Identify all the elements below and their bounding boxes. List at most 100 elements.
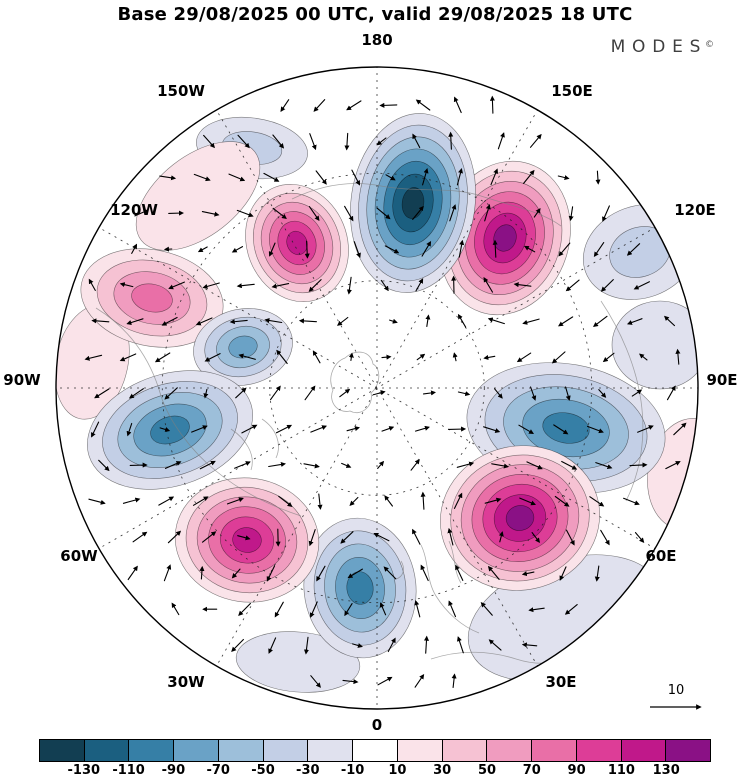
wind-arrow (312, 350, 321, 364)
wind-arrow (420, 564, 429, 582)
wind-arrow (561, 460, 578, 470)
lon-label-90E: 90E (706, 371, 738, 389)
wind-arrow (384, 495, 393, 507)
wind-arrow (483, 354, 496, 360)
wind-arrow (412, 133, 421, 149)
wind-arrow (308, 206, 320, 222)
wind-arrow (201, 211, 220, 217)
wind-arrow (554, 495, 570, 507)
wind-arrow (600, 279, 614, 292)
wind-arrow (387, 637, 396, 653)
wind-arrow (310, 675, 321, 688)
wind-arrow (237, 535, 251, 541)
contour-ring (135, 141, 261, 251)
modes-logo-text: MODES (610, 37, 708, 57)
colorbar-cell (665, 740, 711, 761)
wind-arrow (594, 565, 600, 582)
wind-arrow (379, 102, 398, 108)
wind-arrow (346, 100, 362, 111)
colorbar-cell (40, 740, 84, 761)
wind-arrow (351, 643, 363, 648)
wind-arrow (379, 602, 387, 616)
wind-arrow (336, 316, 349, 326)
wind-arrow (425, 314, 431, 328)
wind-arrow (423, 635, 430, 654)
wind-arrow (623, 497, 640, 506)
wind-arrow (119, 282, 134, 288)
wind-arrow (134, 209, 149, 217)
wind-arrow (168, 281, 185, 290)
wind-arrow (592, 315, 608, 328)
colorbar-tick-label: -50 (251, 763, 275, 778)
wind-arrow (344, 603, 353, 617)
wind-arrow (164, 387, 178, 400)
wind-arrow (304, 385, 316, 401)
wind-arrow (559, 566, 567, 581)
wind-arrow (449, 204, 457, 222)
wind-arrow (453, 492, 463, 509)
wind-arrow (529, 133, 542, 148)
wind-arrow (313, 99, 326, 112)
wind-arrow (494, 388, 503, 399)
wind-arrow (558, 242, 571, 257)
wind-arrow (412, 528, 421, 545)
wind-arrow (414, 425, 430, 432)
wind-arrow (315, 170, 327, 185)
wind-arrow (271, 283, 290, 289)
wind-arrow (414, 673, 425, 688)
colorbar-tick-label: 50 (477, 763, 497, 778)
wind-arrow (192, 496, 209, 506)
colorbar-cell (531, 740, 576, 761)
wind-arrow (161, 316, 178, 326)
wind-arrow (91, 318, 110, 324)
wind-arrow (489, 95, 495, 114)
colorbar-tick-label: 90 (567, 763, 586, 778)
wind-arrow (457, 636, 464, 654)
wind-arrow (269, 385, 281, 401)
wind-arrow (422, 168, 429, 186)
wind-arrow (410, 459, 420, 471)
wind-arrow (373, 532, 390, 542)
wind-arrow (158, 496, 175, 506)
wind-arrow (272, 207, 287, 220)
wind-arrow (484, 204, 491, 222)
wind-arrow (308, 279, 322, 292)
contour-ring (493, 224, 517, 252)
wind-arrow (266, 565, 276, 582)
wind-arrows (84, 95, 687, 689)
wind-arrow (154, 352, 171, 363)
lon-label-30W: 30W (167, 673, 205, 691)
graticule (56, 67, 698, 709)
lon-label-180: 180 (361, 31, 393, 49)
lon-label-60W: 60W (60, 547, 98, 565)
wind-arrow (456, 461, 475, 468)
wind-arrow (199, 565, 205, 580)
wind-arrow (376, 137, 387, 146)
polar-map (55, 66, 702, 710)
wind-arrow (376, 207, 391, 220)
wind-arrow (204, 353, 221, 362)
wind-arrow (565, 279, 580, 292)
wind-arrow (633, 281, 650, 290)
wind-arrow (498, 531, 504, 543)
wind-arrow (164, 461, 182, 469)
wind-arrow (666, 385, 676, 401)
wind-arrow (131, 243, 138, 254)
wind-arrow (202, 282, 220, 289)
wind-arrow (195, 317, 213, 326)
wind-arrow (317, 493, 323, 510)
wind-arrow (519, 497, 537, 506)
wind-arrow (272, 134, 285, 149)
wind-arrow (626, 243, 641, 256)
wind-arrow (497, 132, 505, 150)
lon-label-30E: 30E (545, 673, 577, 691)
wind-arrow (203, 134, 216, 149)
wind-arrow (276, 349, 288, 365)
wind-arrow (380, 279, 389, 292)
wind-arrow (309, 133, 317, 151)
wind-arrow (568, 206, 574, 222)
wind-arrow (675, 348, 681, 365)
wind-arrow (236, 209, 254, 218)
contour-ring (611, 300, 698, 390)
